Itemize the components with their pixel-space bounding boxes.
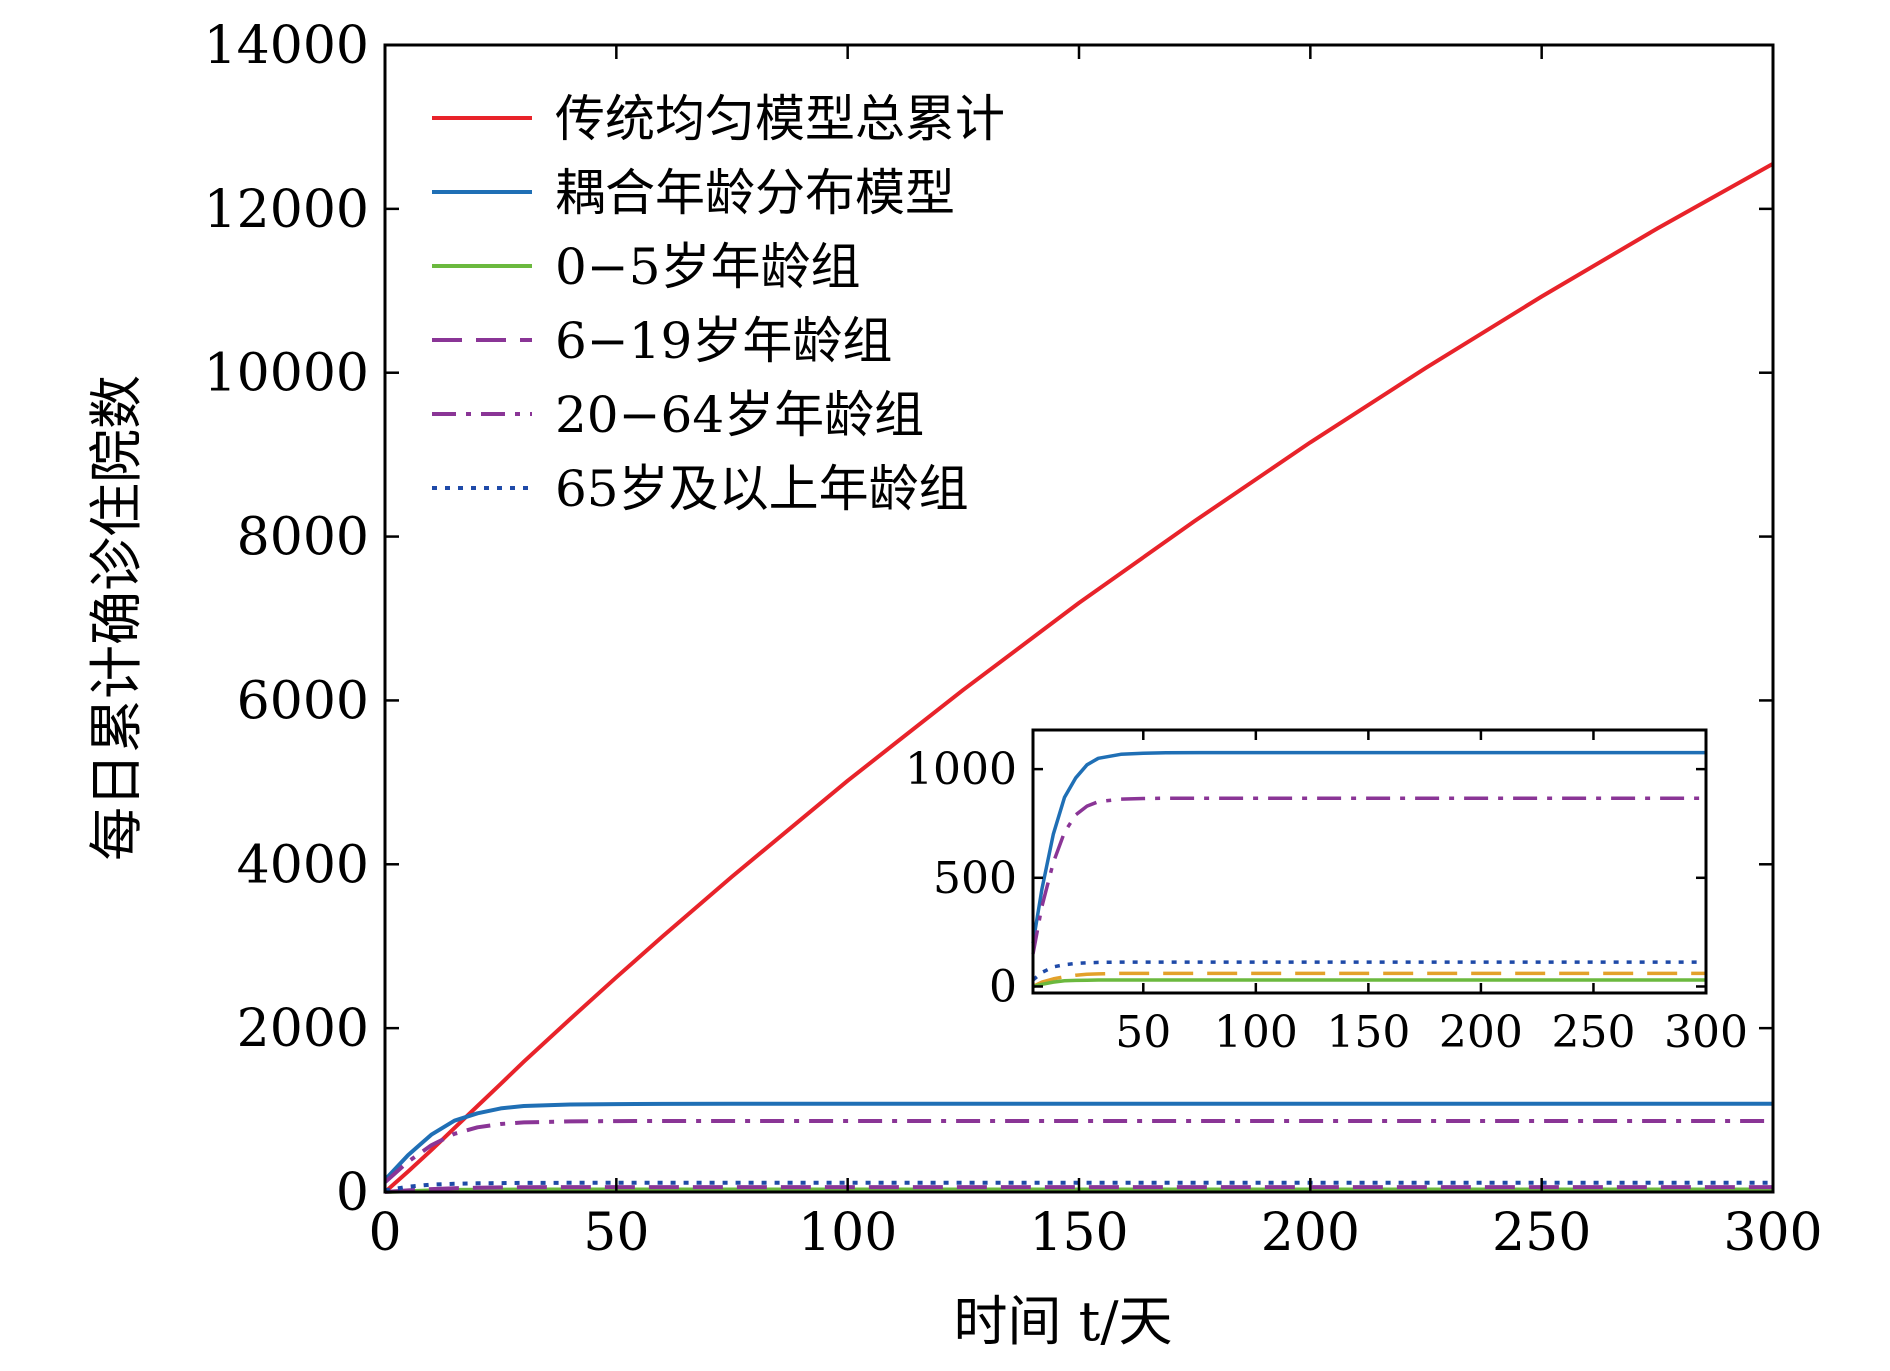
inset-series-line-5 <box>1032 978 1706 989</box>
main-x-tick-label: 250 <box>1492 1203 1591 1263</box>
main-plot: 0 50 100 150 200 250 3000200040006000800010000… <box>204 16 1823 1263</box>
main-series-line-1 <box>383 162 1774 1194</box>
legend-label-1: 传统均匀模型总累计 <box>555 90 1005 148</box>
main-y-tick-label: 0 <box>336 1163 369 1223</box>
inset-x-tick-label: 150 <box>1326 1007 1410 1058</box>
inset-y-tick-label: 500 <box>933 853 1017 904</box>
main-x-tick-label: 50 <box>583 1203 649 1263</box>
legend-label-6: 65岁及以上年龄组 <box>555 460 969 518</box>
main-x-tick-label: 200 <box>1261 1203 1360 1263</box>
legend-label-4: 6−19岁年龄组 <box>555 312 892 370</box>
main-y-tick-label: 10000 <box>204 344 369 404</box>
main-series-line-5 <box>383 1119 1773 1184</box>
inset-y-tick-label: 0 <box>989 961 1017 1012</box>
main-y-tick-label: 4000 <box>237 835 369 895</box>
legend-label-3: 0−5岁年龄组 <box>555 238 861 296</box>
inset-background <box>1033 730 1706 993</box>
main-series-line-6 <box>384 1180 1773 1193</box>
main-x-tick-label: 150 <box>1029 1203 1128 1263</box>
inset-series-line-4 <box>1032 971 1706 989</box>
inset-series-line-2 <box>1031 796 1706 955</box>
inset-y-tick-label: 1000 <box>905 744 1017 795</box>
y-axis-label: 每日累计确诊住院数 <box>85 375 148 861</box>
main-x-tick-label: 0 <box>368 1203 401 1263</box>
inset-plot: 50 100 150 200 250 300 0 500 1000 <box>905 728 1748 1058</box>
inset-x-tick-label: 300 <box>1664 1007 1748 1058</box>
main-x-tick-label: 300 <box>1723 1203 1822 1263</box>
x-axis-label: 时间 t/天 <box>953 1290 1172 1353</box>
inset-x-tick-label: 50 <box>1115 1007 1171 1058</box>
inset-x-tick-label: 250 <box>1551 1007 1635 1058</box>
main-y-tick-label: 8000 <box>237 508 369 568</box>
inset-series-line-1 <box>1031 750 1706 944</box>
main-y-tick-label: 6000 <box>237 671 369 731</box>
main-series-line-2 <box>383 1101 1773 1182</box>
inset-x-tick-label: 100 <box>1214 1007 1298 1058</box>
legend-label-2: 耦合年龄分布模型 <box>555 164 955 222</box>
main-y-tick-label: 12000 <box>204 180 369 240</box>
main-y-tick-label: 2000 <box>237 999 369 1059</box>
main-series-line-4 <box>384 1185 1773 1194</box>
legend-label-5: 20−64岁年龄组 <box>555 386 924 444</box>
inset-x-tick-label: 200 <box>1439 1007 1523 1058</box>
main-y-tick-label: 14000 <box>204 16 369 76</box>
main-x-tick-label: 100 <box>798 1203 897 1263</box>
